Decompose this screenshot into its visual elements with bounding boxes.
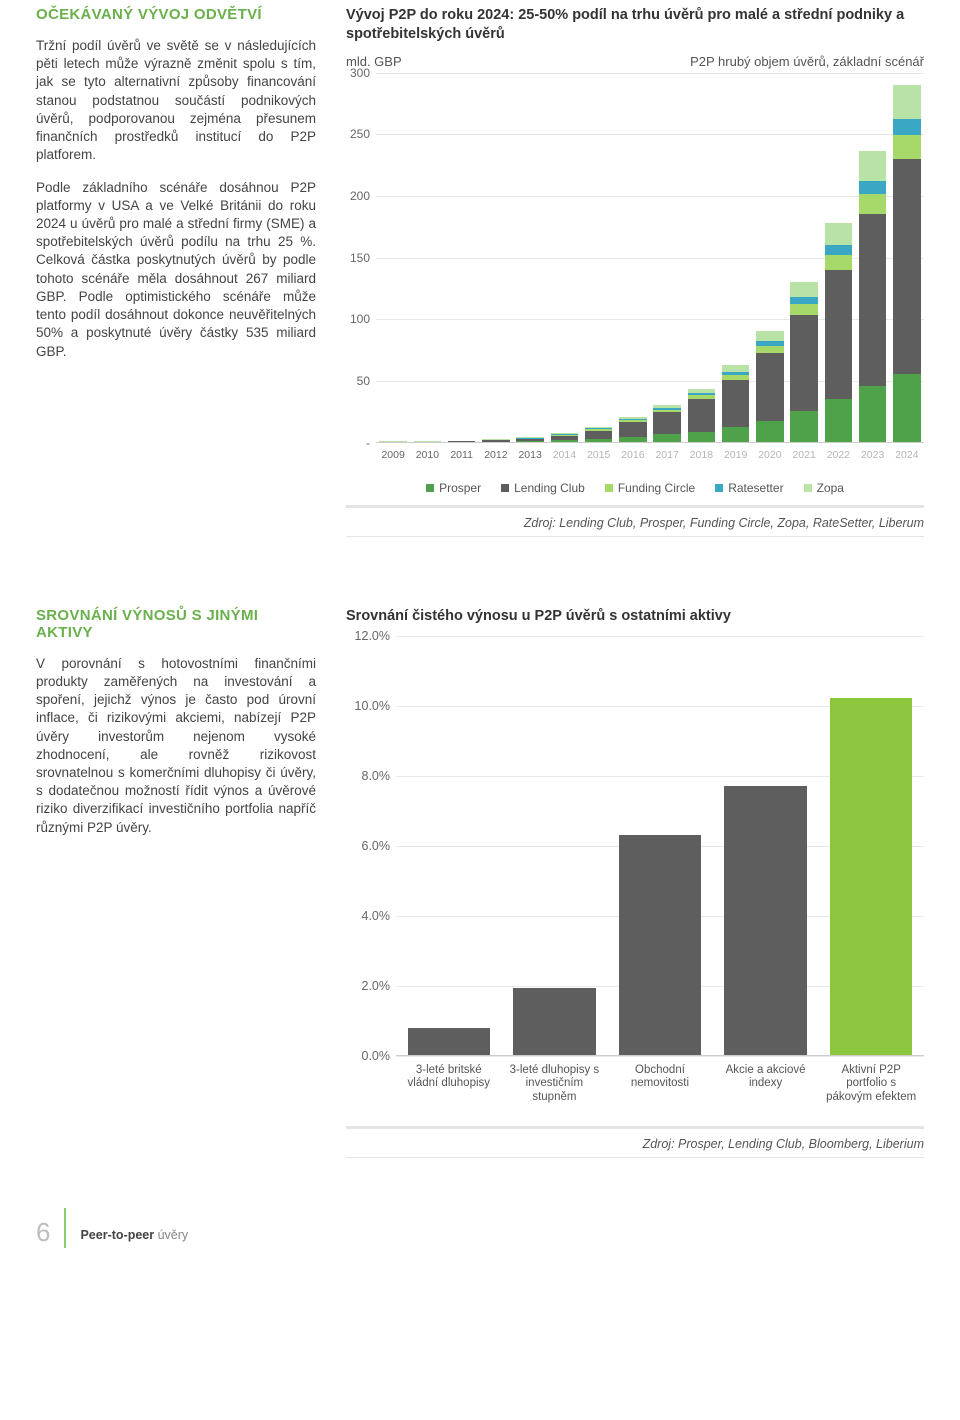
footer-title: Peer-to-peer úvěry: [80, 1228, 188, 1248]
chart1-subtitle: P2P hrubý objem úvěrů, základní scénář: [690, 54, 924, 69]
section1-p1: Tržní podíl úvěrů ve světě se v následuj…: [36, 37, 316, 165]
footer-rule: [64, 1208, 66, 1248]
footer-bold: Peer-to-peer: [80, 1228, 154, 1242]
page-footer: 6 Peer-to-peer úvěry: [36, 1208, 924, 1248]
section1-heading: OČEKÁVANÝ VÝVOJ ODVĚTVÍ: [36, 6, 316, 23]
section1-p2: Podle základního scénáře dosáhnou P2P pl…: [36, 179, 316, 361]
page-number: 6: [36, 1217, 50, 1248]
chart1-source: Zdroj: Lending Club, Prosper, Funding Ci…: [346, 505, 924, 537]
chart2-bar: 0.0%2.0%4.0%6.0%8.0%10.0%12.0% 3-leté br…: [346, 636, 924, 1116]
footer-rest: úvěry: [154, 1228, 188, 1242]
chart1-title: Vývoj P2P do roku 2024: 25-50% podíl na …: [346, 6, 924, 44]
chart1-stacked-bar: 50100150200250300- 200920102011201220132…: [346, 73, 924, 473]
section2-p1: V porovnání s hotovostními finančními pr…: [36, 655, 316, 837]
section2-heading: SROVNÁNÍ VÝNOSŮ S JINÝMI AKTIVY: [36, 607, 316, 641]
chart2-source: Zdroj: Prosper, Lending Club, Bloomberg,…: [346, 1126, 924, 1158]
chart1-legend: ProsperLending ClubFunding CircleRateset…: [346, 481, 924, 495]
chart2-title: Srovnání čistého výnosu u P2P úvěrů s os…: [346, 607, 924, 626]
